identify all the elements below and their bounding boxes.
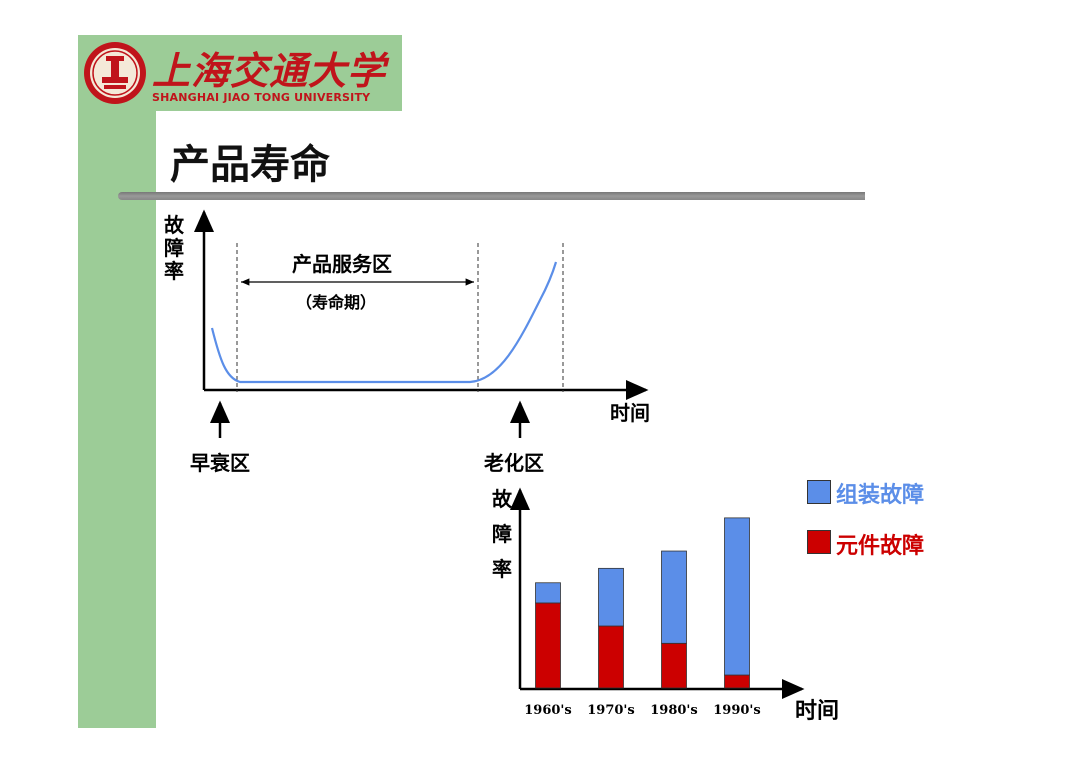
failure-rate-curve xyxy=(210,261,558,384)
bathtub-x-label: 时间 xyxy=(610,401,650,425)
bar-y-label-3: 率 xyxy=(492,557,512,581)
page-title: 产品寿命 xyxy=(170,141,330,188)
bar-component-1 xyxy=(598,625,624,689)
legend-label-component: 元件故障 xyxy=(836,534,925,559)
bar-x-label: 时间 xyxy=(795,699,839,724)
legend-swatch-assembly xyxy=(807,480,831,504)
bar-assembly-2 xyxy=(661,550,687,644)
university-name-cn: 上海交通大学 xyxy=(152,48,387,93)
bathtub-y-label-2: 障 xyxy=(164,236,184,260)
legend-swatch-component xyxy=(807,530,831,554)
bar-assembly-0 xyxy=(535,582,561,604)
early-zone-label: 早衰区 xyxy=(190,451,250,475)
tick-label-2: 1980's xyxy=(650,703,697,718)
bar-component-2 xyxy=(661,642,687,689)
tick-label-1: 1970's xyxy=(587,703,634,718)
bar-assembly-3 xyxy=(724,517,750,676)
aging-zone-label: 老化区 xyxy=(484,451,544,475)
legend-label-assembly: 组装故障 xyxy=(836,483,925,508)
bar-y-label-2: 障 xyxy=(492,522,512,546)
bathtub-y-label-1: 故 xyxy=(164,213,185,237)
bar-component-0 xyxy=(535,602,561,689)
zone-label: 产品服务区 xyxy=(292,252,392,276)
tick-label-0: 1960's xyxy=(524,703,571,718)
university-seal-icon xyxy=(84,42,146,104)
bathtub-y-label-3: 率 xyxy=(164,259,184,283)
zone-sublabel: （寿命期） xyxy=(296,293,376,312)
side-band xyxy=(78,35,156,728)
university-name-en: SHANGHAI JIAO TONG UNIVERSITY xyxy=(152,91,371,104)
tick-label-3: 1990's xyxy=(713,703,760,718)
bar-y-label-1: 故 xyxy=(492,487,513,511)
title-divider xyxy=(118,192,865,200)
bar-assembly-1 xyxy=(598,567,624,627)
bar-component-3 xyxy=(724,674,750,689)
